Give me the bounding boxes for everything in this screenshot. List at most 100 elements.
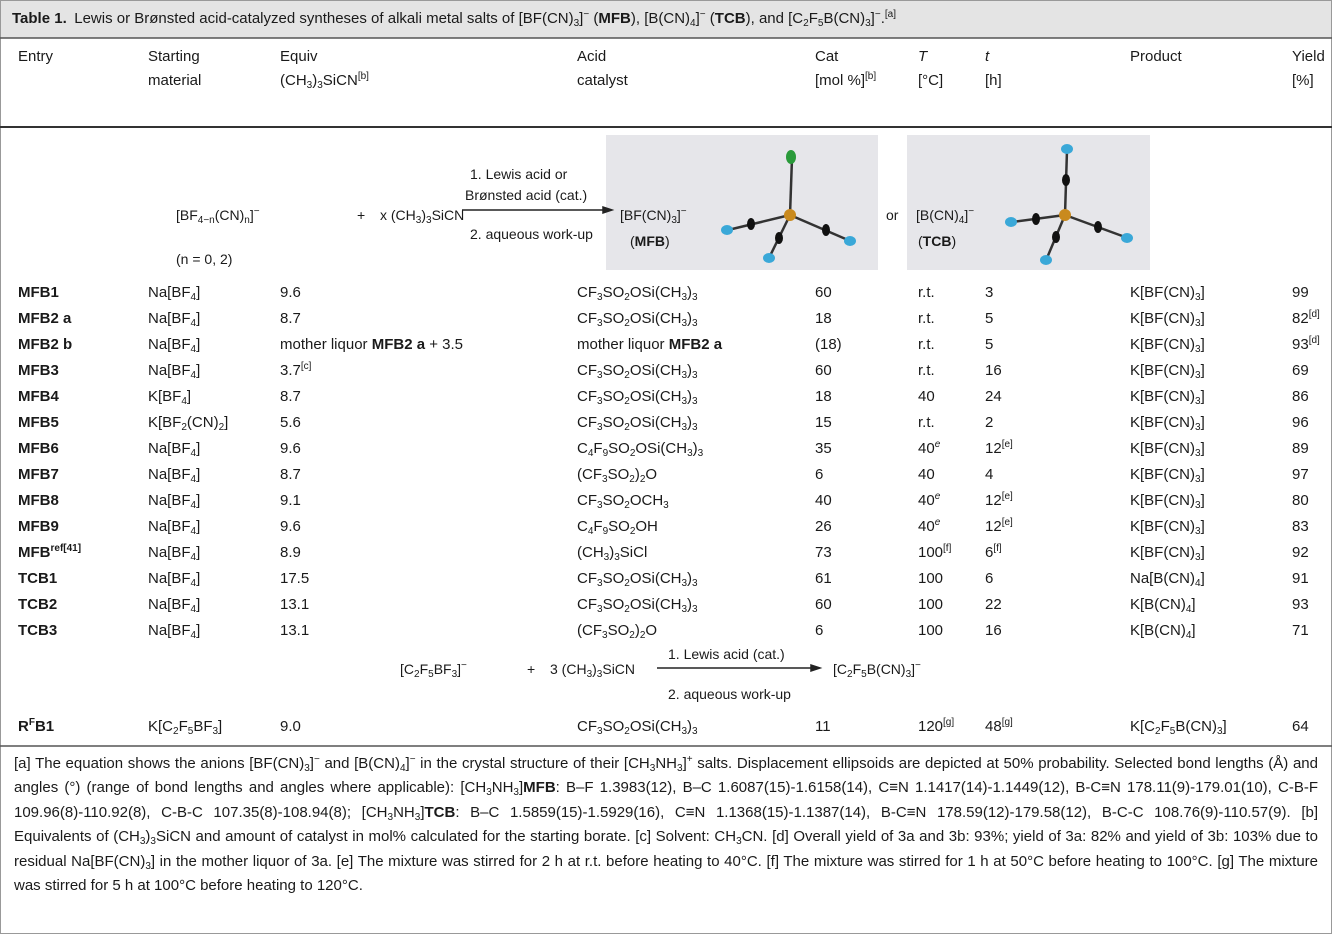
footnote-ref: [a]	[885, 9, 896, 20]
footnote-ref: e	[935, 491, 941, 502]
scheme-text: [C2F5B(CN)3]−	[833, 660, 921, 678]
cell-text: 48	[985, 718, 1002, 735]
table-cell: 92	[1292, 544, 1309, 562]
table-cell: 40	[815, 492, 832, 510]
cell-text: [mol %]	[815, 72, 865, 89]
footnote-mark: [c]	[635, 828, 651, 845]
footnote-ref: [b]	[865, 71, 876, 82]
table-cell: 26	[815, 518, 832, 536]
table-cell: 35	[815, 440, 832, 458]
table-cell: 13.1	[280, 596, 309, 614]
table-cell: r.t.	[918, 336, 935, 354]
scheme-text: (TCB)	[918, 232, 956, 250]
table-cell: CF3SO2OCH3	[577, 492, 669, 510]
footnote-mark: [f]	[766, 853, 779, 870]
scheme-text: or	[886, 206, 898, 224]
cell-text: 12	[985, 440, 1002, 457]
table-cell: C4F9SO2OH	[577, 518, 658, 536]
scheme-text: +	[527, 660, 535, 678]
table-cell: CF3SO2OSi(CH3)3	[577, 570, 698, 588]
scheme-text: [BF4−n(CN)n]−	[176, 206, 260, 224]
table-cell: 9.1	[280, 492, 301, 510]
table-cell: K[BF(CN)3]	[1130, 336, 1205, 354]
table-cell: (CF3SO2)2O	[577, 466, 657, 484]
table-cell: 8.7	[280, 466, 301, 484]
scheme-text: Brønsted acid (cat.)	[465, 186, 587, 204]
table-cell: 6	[815, 622, 823, 640]
table-cell: 91	[1292, 570, 1309, 588]
table-cell: K[BF(CN)3]	[1130, 492, 1205, 510]
cell-text: 100	[918, 544, 943, 561]
table-cell: 13.1	[280, 622, 309, 640]
table-cell: K[BF(CN)3]	[1130, 284, 1205, 302]
scheme-text: (n = 0, 2)	[176, 250, 232, 268]
footnote-ref: [f]	[943, 543, 951, 554]
cell-text: (CH3)3SiCN	[280, 72, 358, 89]
table-cell: K[BF(CN)3]	[1130, 466, 1205, 484]
column-header: catalyst	[577, 72, 628, 90]
table-cell: 99	[1292, 284, 1309, 302]
table-cell: 16	[985, 622, 1002, 640]
table-cell: 120[g]	[918, 718, 954, 736]
column-header: Product	[1130, 48, 1182, 66]
table-cell: CF3SO2OSi(CH3)3	[577, 310, 698, 328]
table-cell: 93[d]	[1292, 336, 1320, 354]
table-cell: 8.9	[280, 544, 301, 562]
table-cell: K[BF4]	[148, 388, 191, 406]
table-cell: CF3SO2OSi(CH3)3	[577, 596, 698, 614]
table-cell: 100[f]	[918, 544, 951, 562]
table-cell: 5	[985, 310, 993, 328]
table-cell: 69	[1292, 362, 1309, 380]
table-cell: K[BF2(CN)2]	[148, 414, 228, 432]
title-text: Lewis or Brønsted acid-catalyzed synthes…	[74, 10, 885, 27]
scheme-text: [C2F5BF3]−	[400, 660, 467, 678]
table-cell: Na[BF4]	[148, 310, 200, 328]
table-cell: CF3SO2OSi(CH3)3	[577, 362, 698, 380]
table-cell: Na[BF4]	[148, 362, 200, 380]
table-cell: 100	[918, 622, 943, 640]
entry: MFB9	[18, 518, 59, 536]
table-cell: K[BF(CN)3]	[1130, 362, 1205, 380]
table-cell: 86	[1292, 388, 1309, 406]
table-cell: K[BF(CN)3]	[1130, 414, 1205, 432]
cell-text: 120	[918, 718, 943, 735]
table-cell: 16	[985, 362, 1002, 380]
table-cell: Na[BF4]	[148, 284, 200, 302]
scheme-text: x (CH3)3SiCN	[380, 206, 464, 224]
footnote-mark: [g]	[1217, 853, 1234, 870]
table-cell: 40	[918, 466, 935, 484]
table-cell: CF3SO2OSi(CH3)3	[577, 718, 698, 736]
table-cell: 83	[1292, 518, 1309, 536]
table-cell: 4	[985, 466, 993, 484]
table-cell: CF3SO2OSi(CH3)3	[577, 414, 698, 432]
footnote-text: The equation shows the anions [BF(CN)3]−…	[14, 755, 1318, 821]
footnote-mark: [d]	[772, 828, 789, 845]
footnote-ref: [e]	[1002, 439, 1013, 450]
table-cell: 2	[985, 414, 993, 432]
table-cell: K[C2F5B(CN)3]	[1130, 718, 1227, 736]
table-cell: 12[e]	[985, 518, 1013, 536]
cell-text: 12	[985, 518, 1002, 535]
column-header: T	[918, 48, 927, 66]
cell-text: MFB	[18, 544, 51, 561]
footnote-ref: e	[935, 517, 941, 528]
table-cell: 40e	[918, 440, 940, 458]
footnote-ref: [g]	[1002, 717, 1013, 728]
table-cell: 6	[985, 570, 993, 588]
cell-text: 40	[918, 492, 935, 509]
scheme-text: 1. Lewis acid (cat.)	[668, 645, 785, 663]
table-cell: r.t.	[918, 284, 935, 302]
table-cell: r.t.	[918, 310, 935, 328]
table-cell: (CF3SO2)2O	[577, 622, 657, 640]
table-cell: 48[g]	[985, 718, 1013, 736]
table-cell: 9.6	[280, 440, 301, 458]
table-cell: 82[d]	[1292, 310, 1320, 328]
footnote-ref: [e]	[1002, 517, 1013, 528]
column-header: Yield	[1292, 48, 1325, 66]
table-cell: Na[B(CN)4]	[1130, 570, 1205, 588]
column-header: (CH3)3SiCN[b]	[280, 72, 369, 90]
column-header: Acid	[577, 48, 606, 66]
table-cell: K[BF(CN)3]	[1130, 440, 1205, 458]
entry: MFB1	[18, 284, 59, 302]
table-cell: K[C2F5BF3]	[148, 718, 222, 736]
